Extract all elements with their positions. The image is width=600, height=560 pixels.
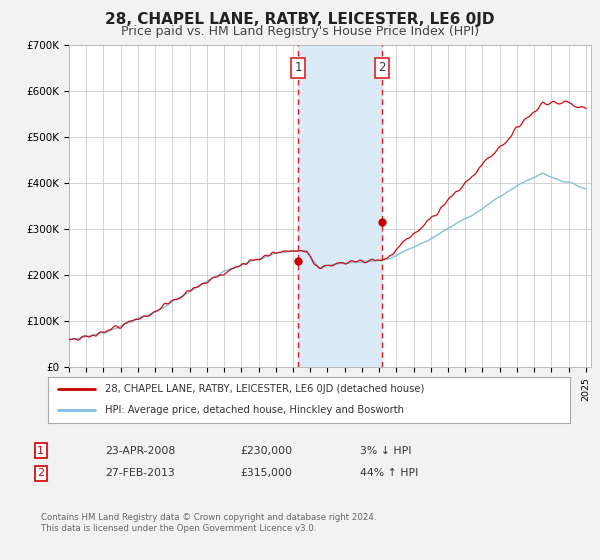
Text: This data is licensed under the Open Government Licence v3.0.: This data is licensed under the Open Gov… [41, 524, 316, 533]
Text: 28, CHAPEL LANE, RATBY, LEICESTER, LE6 0JD (detached house): 28, CHAPEL LANE, RATBY, LEICESTER, LE6 0… [106, 384, 425, 394]
Text: 1: 1 [295, 61, 302, 74]
Text: 23-APR-2008: 23-APR-2008 [105, 446, 175, 456]
Text: 2: 2 [378, 61, 386, 74]
Text: 3% ↓ HPI: 3% ↓ HPI [360, 446, 412, 456]
Text: £230,000: £230,000 [240, 446, 292, 456]
Text: 27-FEB-2013: 27-FEB-2013 [105, 468, 175, 478]
Text: 2: 2 [37, 468, 44, 478]
Text: Price paid vs. HM Land Registry's House Price Index (HPI): Price paid vs. HM Land Registry's House … [121, 25, 479, 38]
Text: 28, CHAPEL LANE, RATBY, LEICESTER, LE6 0JD: 28, CHAPEL LANE, RATBY, LEICESTER, LE6 0… [105, 12, 495, 27]
Text: HPI: Average price, detached house, Hinckley and Bosworth: HPI: Average price, detached house, Hinc… [106, 405, 404, 416]
Text: 44% ↑ HPI: 44% ↑ HPI [360, 468, 418, 478]
Text: Contains HM Land Registry data © Crown copyright and database right 2024.: Contains HM Land Registry data © Crown c… [41, 513, 376, 522]
Text: £315,000: £315,000 [240, 468, 292, 478]
Text: 1: 1 [37, 446, 44, 456]
Bar [298, 45, 382, 367]
